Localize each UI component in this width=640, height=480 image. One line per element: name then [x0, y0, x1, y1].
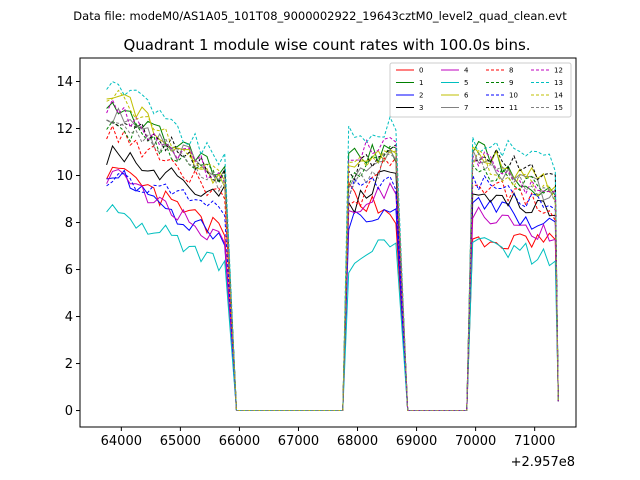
- x-tick-label: 67000: [278, 434, 319, 449]
- x-tick-label: 66000: [219, 434, 260, 449]
- legend-label-3: 3: [419, 104, 423, 112]
- series-line-14: [106, 89, 559, 411]
- legend-label-13: 13: [554, 79, 563, 87]
- y-tick-label: 8: [65, 216, 73, 231]
- y-tick-label: 0: [65, 404, 73, 419]
- legend-label-9: 9: [509, 79, 513, 87]
- series-line-15: [106, 119, 559, 411]
- legend-label-6: 6: [464, 92, 469, 100]
- x-tick-label: 71000: [514, 434, 555, 449]
- legend-label-11: 11: [509, 104, 518, 112]
- x-tick-label: 69000: [396, 434, 437, 449]
- y-tick-label: 4: [65, 310, 73, 325]
- series-line-6: [106, 94, 559, 411]
- legend-label-2: 2: [419, 92, 423, 100]
- legend-label-0: 0: [419, 67, 423, 75]
- x-tick-label: 64000: [101, 434, 142, 449]
- series-line-5: [106, 203, 559, 411]
- x-tick-label: 70000: [455, 434, 496, 449]
- legend-box: [389, 62, 572, 118]
- legend-label-15: 15: [554, 104, 563, 112]
- legend-label-12: 12: [554, 67, 563, 75]
- file-subtitle: Data file: modeM0/AS1A05_101T08_90000029…: [73, 9, 567, 23]
- axes: 64000 65000 66000 67000 68000 69000 70000 71000…: [56, 57, 577, 449]
- series-line-9: [106, 120, 559, 411]
- series-line-1: [106, 101, 559, 411]
- series-line-2: [106, 169, 559, 411]
- series-line-12: [106, 98, 559, 411]
- legend-label-14: 14: [554, 92, 563, 100]
- y-tick-label: 14: [56, 75, 73, 90]
- plot-lines: [106, 80, 559, 411]
- y-tick-label: 2: [65, 357, 73, 372]
- x-tick-label: 65000: [160, 434, 201, 449]
- legend-label-10: 10: [509, 92, 518, 100]
- series-line-0: [106, 166, 559, 411]
- series-line-7: [106, 107, 559, 411]
- x-tick-label: 68000: [337, 434, 378, 449]
- chart-title: Quadrant 1 module wise count rates with …: [123, 36, 530, 54]
- series-line-10: [106, 173, 559, 411]
- y-tick-label: 12: [56, 122, 73, 137]
- legend-label-5: 5: [464, 79, 468, 87]
- y-tick-label: 6: [65, 263, 73, 278]
- series-line-13: [106, 80, 559, 411]
- series-line-8: [106, 124, 559, 411]
- legend-label-7: 7: [464, 104, 468, 112]
- plot-frame: [79, 57, 577, 428]
- x-offset-label: +2.957e8: [511, 455, 575, 470]
- legend-label-4: 4: [464, 67, 469, 75]
- legend-label-8: 8: [509, 67, 513, 75]
- series-line-3: [106, 144, 559, 411]
- series-line-4: [106, 168, 559, 411]
- legend-label-1: 1: [419, 79, 423, 87]
- y-tick-label: 10: [56, 169, 73, 184]
